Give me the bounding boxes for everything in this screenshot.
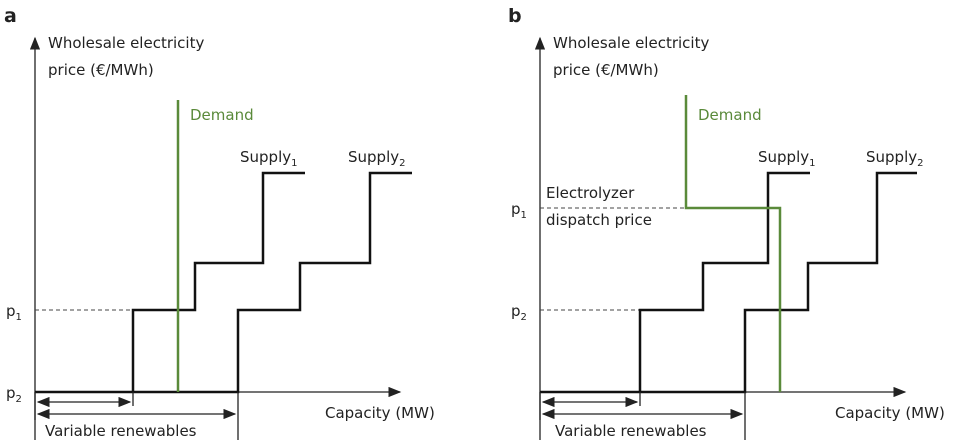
y-axis-label: Wholesale electricity bbox=[553, 34, 709, 52]
supply-label: Supply1 bbox=[240, 148, 298, 169]
supply-curve bbox=[131, 171, 305, 392]
x-axis-label: Capacity (MW) bbox=[325, 404, 435, 422]
tick-label: p1 bbox=[511, 200, 527, 221]
supply-curve bbox=[540, 171, 917, 394]
y-axis-label: price (€/MWh) bbox=[48, 61, 154, 79]
x-axis-label: Capacity (MW) bbox=[835, 404, 945, 422]
panel-b: b Wholesale electricity price (€/MWh) Ca… bbox=[508, 5, 945, 440]
annotation: dispatch price bbox=[546, 211, 652, 229]
demand-curve bbox=[684, 95, 782, 392]
supply-label: Supply2 bbox=[348, 148, 406, 169]
panel-a: a Wholesale electricity price (€/MWh) Ca… bbox=[4, 5, 435, 440]
supply-curve bbox=[35, 171, 412, 394]
supply-curve bbox=[638, 171, 810, 392]
supply-label: Supply1 bbox=[758, 148, 816, 169]
tick-label: p2 bbox=[6, 384, 22, 405]
tick-label: p2 bbox=[511, 302, 527, 323]
supply-label: Supply2 bbox=[866, 148, 924, 169]
y-axis-label: Wholesale electricity bbox=[48, 34, 204, 52]
y-axis-label: price (€/MWh) bbox=[553, 61, 659, 79]
annotation: Electrolyzer bbox=[546, 184, 635, 202]
range-label: Variable renewables bbox=[555, 422, 707, 440]
panel-label: a bbox=[4, 5, 17, 27]
range-label: Variable renewables bbox=[45, 422, 197, 440]
panel-label: b bbox=[508, 5, 522, 27]
tick-label: p1 bbox=[6, 302, 22, 323]
demand-label: Demand bbox=[698, 106, 762, 124]
demand-label: Demand bbox=[190, 106, 254, 124]
